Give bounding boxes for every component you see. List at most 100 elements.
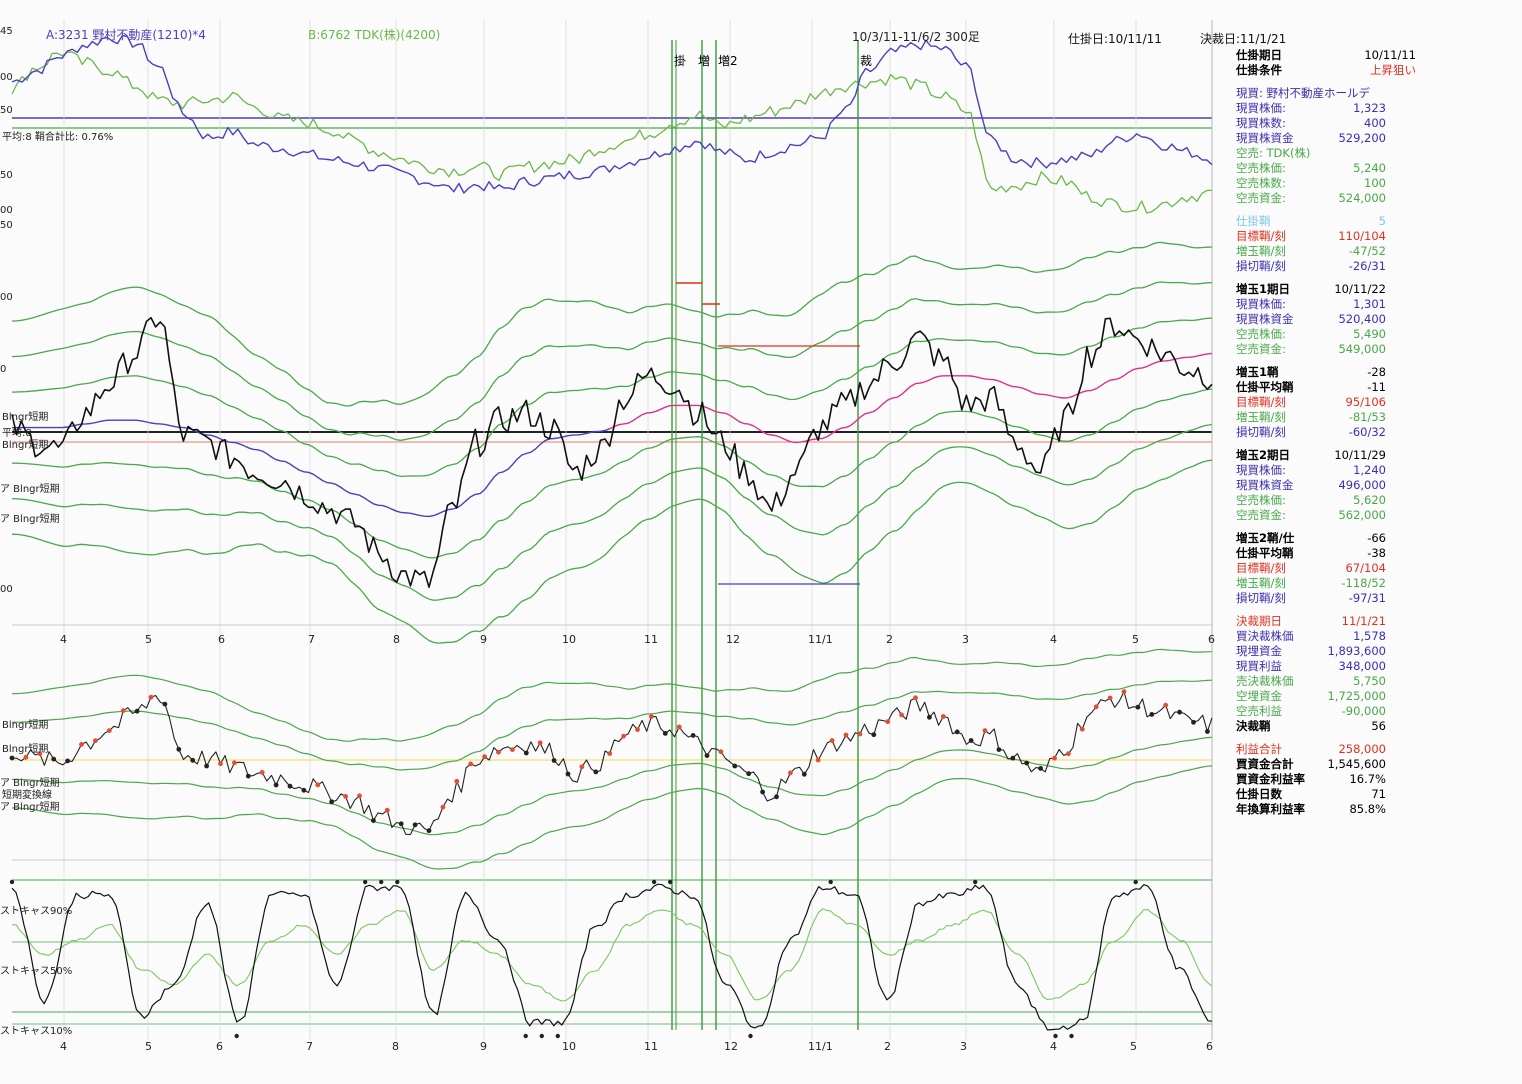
stochastic-dot	[395, 879, 400, 885]
summary-row: 利益合計 258,000	[1236, 742, 1522, 757]
period-label: 10/3/11-11/6/2 300足	[852, 30, 980, 44]
spread-marker	[621, 733, 626, 739]
spread-marker	[690, 733, 696, 738]
bollinger-upper	[11, 317, 1213, 478]
spread-marker	[148, 694, 154, 700]
spread-marker	[871, 732, 877, 738]
spread-marker	[913, 695, 918, 701]
axis-tick: 50	[0, 105, 13, 116]
stochastic-dot	[828, 879, 833, 885]
indicator-label: ア Blngr短期	[0, 484, 60, 495]
summary-value: 524,000	[1338, 191, 1386, 205]
spread-marker	[204, 763, 210, 769]
indicator-label: Blngr短期	[2, 412, 49, 423]
summary-row: 現買株数: 400	[1236, 116, 1522, 131]
stochastic-dot	[363, 879, 368, 885]
summary-value: 1,545,600	[1327, 757, 1386, 771]
indicator-label: Blngr短期	[2, 720, 49, 731]
summary-row: 現買: 野村不動産ホールデ	[1236, 86, 1522, 101]
summary-row: 空売利益 -90,000	[1236, 704, 1522, 719]
summary-row: 現買利益 348,000	[1236, 659, 1522, 674]
summary-label: 現買株価:	[1236, 463, 1286, 477]
spread-marker	[607, 751, 613, 756]
summary-label: 増玉1期日	[1236, 282, 1291, 296]
summary-value: 1,578	[1353, 629, 1386, 643]
month-label: 5	[145, 1040, 152, 1053]
axis-tick: 00	[0, 292, 13, 303]
summary-row: 空埋資金 1,725,000	[1236, 689, 1522, 704]
bollinger-upper	[11, 281, 1213, 441]
spread-line	[11, 316, 1213, 588]
stochastic-dot	[1133, 879, 1138, 885]
month-label: 5	[1130, 1040, 1137, 1053]
spread-marker	[565, 771, 571, 777]
month-label: 9	[480, 1040, 487, 1053]
bollinger-upper	[12, 679, 1213, 771]
summary-row: 空売株数: 100	[1236, 176, 1522, 191]
stochastic-dot	[379, 879, 384, 885]
summary-value: -81/53	[1348, 410, 1386, 424]
summary-label: 増玉2期日	[1236, 448, 1291, 462]
summary-row: 増玉鞘/刻 -81/53	[1236, 410, 1522, 425]
spread-marker	[760, 789, 765, 795]
spread-marker	[1121, 689, 1127, 694]
stochastic-dot	[748, 1033, 753, 1039]
spread-marker	[482, 754, 487, 760]
summary-row: 増玉1鞘 -28	[1236, 365, 1522, 380]
month-label: 4	[1050, 633, 1057, 646]
summary-value: -47/52	[1348, 244, 1386, 258]
spread-marker	[93, 738, 98, 744]
month-label: 8	[393, 633, 400, 646]
spread-marker	[37, 751, 43, 756]
add1-mark: 増	[698, 54, 711, 68]
stochastic-d	[11, 908, 1213, 1002]
indicator-label: ア Blngr短期	[0, 514, 60, 525]
entry-mark: 掛	[674, 54, 687, 68]
summary-label: 空売資金:	[1236, 342, 1286, 356]
spread-marker	[857, 731, 863, 737]
summary-label: 仕掛期日	[1236, 48, 1282, 62]
axis-tick: 00	[0, 584, 13, 595]
summary-row: 買資金合計 1,545,600	[1236, 757, 1522, 772]
month-label: 8	[392, 1040, 399, 1053]
summary-label: 空売利益	[1236, 704, 1282, 718]
spread-marker	[829, 738, 835, 743]
summary-label: 仕掛鞘	[1236, 214, 1271, 228]
spread-marker	[454, 778, 460, 784]
summary-label: 増玉鞘/刻	[1236, 410, 1286, 424]
summary-row: 空売資金: 549,000	[1236, 342, 1522, 357]
summary-label: 空売株価:	[1236, 161, 1286, 175]
bollinger-lower	[11, 388, 1213, 559]
summary-label: 決裁鞘	[1236, 719, 1271, 733]
stochastic-dot	[234, 1033, 239, 1039]
summary-value: -38	[1367, 546, 1386, 560]
summary-row: 現買株資金 520,400	[1236, 312, 1522, 327]
summary-value: 520,400	[1338, 312, 1386, 326]
spread-marker	[718, 749, 724, 755]
summary-value: -28	[1367, 365, 1386, 379]
summary-value: -26/31	[1348, 259, 1386, 273]
axis-tick: 45	[0, 26, 13, 37]
month-label: 6	[1206, 1040, 1213, 1053]
stochastic-k	[11, 883, 1213, 1031]
trade-summary-panel: 仕掛期日 10/11/11 仕掛条件 上昇狙い 現買: 野村不動産ホールデ 現買株価: 1,…	[1236, 48, 1522, 817]
spread-marker	[190, 757, 196, 763]
bollinger-lower	[12, 736, 1213, 836]
summary-row: 目標鞘/刻 95/106	[1236, 395, 1522, 410]
summary-row: 仕掛日数 71	[1236, 787, 1522, 802]
spread-marker	[788, 770, 793, 776]
summary-row: 目標鞘/刻 67/104	[1236, 561, 1522, 576]
spread-marker	[940, 714, 946, 719]
stochastic-dot	[523, 1033, 528, 1039]
spread-marker	[927, 714, 932, 720]
summary-value: 1,893,600	[1327, 644, 1386, 658]
spread-marker	[1149, 712, 1155, 717]
summary-label: 現買株価:	[1236, 297, 1286, 311]
spread-marker	[774, 794, 779, 800]
summary-value: 1,323	[1353, 101, 1386, 115]
summary-row: 現埋資金 1,893,600	[1236, 644, 1522, 659]
month-label: 11	[644, 1040, 658, 1053]
month-label: 7	[306, 1040, 313, 1053]
